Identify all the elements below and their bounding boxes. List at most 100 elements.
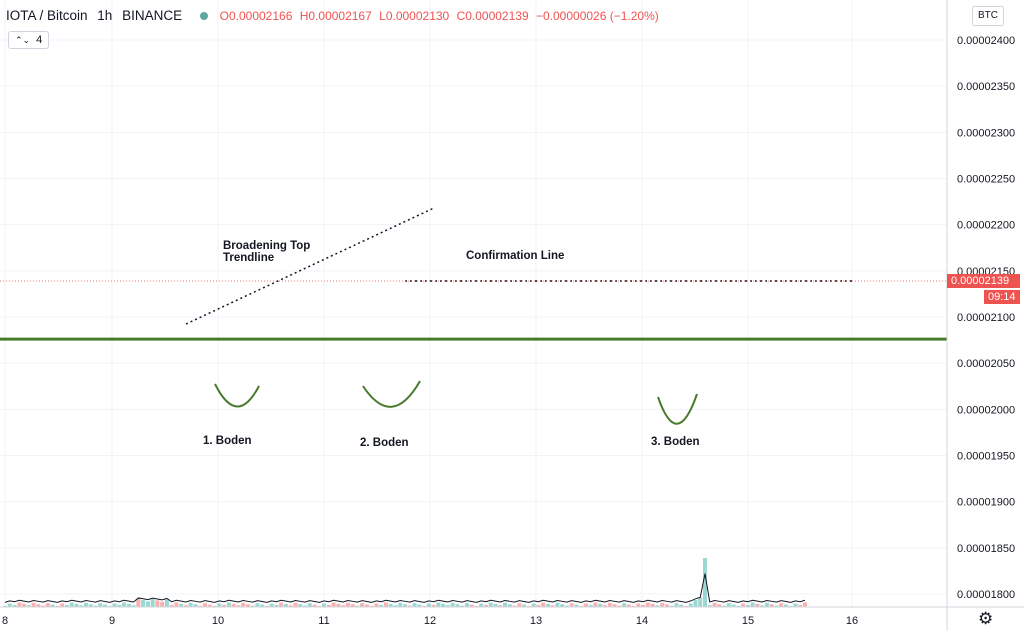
volume-bar (303, 605, 307, 607)
volume-bar (31, 602, 36, 607)
volume-bar (598, 603, 603, 607)
broadening-top-label: Broadening Top Trendline (223, 240, 311, 264)
boden-1-label: 1. Boden (203, 435, 252, 447)
volume-bar (583, 603, 588, 607)
x-tick-label: 11 (318, 615, 329, 627)
chevron-up-down-icon: ⌃⌄ (15, 35, 31, 45)
volume-bar (507, 604, 512, 607)
volume-bar (345, 602, 350, 607)
volume-bar (769, 604, 774, 607)
volume-bar (183, 605, 188, 607)
gear-icon[interactable]: ⚙ (978, 609, 994, 628)
volume-bar (750, 602, 755, 607)
volume-bar (793, 603, 798, 607)
volume-bar (264, 605, 269, 607)
volume-bar (36, 604, 41, 607)
volume-bar (693, 600, 698, 607)
volume-bar (660, 602, 665, 607)
volume-bar (136, 598, 141, 607)
volume-bar (569, 603, 574, 607)
volume-bar (712, 602, 717, 607)
volume-bar (722, 605, 727, 607)
symbol-title[interactable]: IOTA / Bitcoin (6, 8, 88, 23)
volume-bar (560, 604, 565, 607)
volume-average-line (4, 573, 806, 603)
volume-bar (607, 602, 612, 607)
exchange-label: BINANCE (122, 8, 183, 23)
volume-bar (564, 605, 569, 607)
volume-bar (88, 604, 93, 607)
volume-bar (217, 603, 222, 607)
volume-bar (636, 603, 641, 607)
volume-bar (626, 604, 631, 607)
volume-bar (298, 604, 303, 607)
volume-bar (55, 605, 60, 607)
volume-bar (579, 605, 584, 607)
volume-bar (731, 604, 736, 607)
volume-bar (245, 604, 250, 607)
volume-bar (160, 601, 165, 607)
volume-bar (445, 605, 450, 607)
volume-bar (203, 603, 207, 607)
volume-bar (288, 605, 293, 607)
volume-bar (69, 602, 74, 607)
volume-bar (188, 602, 193, 607)
volume-bar (545, 603, 550, 607)
y-tick-label: 0.00002200 (957, 220, 1015, 232)
ohlc-values: O0.00002166 H0.00002167 L0.00002130 C0.0… (220, 9, 659, 23)
volume-bar (474, 605, 479, 607)
x-tick-label: 8 (2, 615, 8, 627)
volume-bar (93, 605, 98, 607)
studies-toggle-button[interactable]: ⌃⌄ 4 (8, 31, 50, 49)
volume-histogram (3, 558, 807, 607)
volume-bar (526, 605, 531, 607)
volume-bar (341, 605, 346, 607)
volume-bar (403, 604, 407, 607)
boden-1-curve (214, 383, 260, 408)
volume-bar (774, 605, 779, 607)
volume-bar (531, 603, 536, 607)
high-value: H0.00002167 (299, 9, 372, 23)
volume-bar (283, 603, 288, 607)
volume-bar (164, 599, 169, 607)
volume-bar (331, 602, 336, 607)
currency-button[interactable]: BTC (972, 6, 1004, 26)
y-tick-label: 0.00001950 (957, 451, 1015, 463)
volume-bar (50, 604, 55, 607)
volume-bar (455, 604, 460, 607)
volume-bar (360, 603, 365, 607)
volume-bar (193, 604, 198, 607)
volume-bar (631, 605, 636, 607)
volume-bar (17, 602, 22, 607)
volume-bar (207, 604, 212, 607)
volume-bar (483, 604, 488, 607)
studies-count: 4 (36, 34, 43, 46)
volume-bar (441, 603, 446, 607)
volume-bar (450, 602, 455, 607)
volume-bar (703, 558, 707, 607)
y-tick-label: 0.00002400 (957, 35, 1015, 47)
volume-bar (74, 603, 79, 607)
y-tick-label: 0.00001800 (957, 589, 1015, 601)
volume-bar (645, 602, 650, 607)
volume-bar (198, 605, 203, 607)
volume-bar (250, 605, 255, 607)
volume-bar (117, 604, 122, 607)
volume-bar (26, 605, 31, 607)
volume-bar (688, 603, 693, 607)
boden-3-label: 3. Boden (651, 436, 700, 448)
volume-bar (588, 604, 593, 607)
volume-bar (231, 603, 236, 607)
volume-bar (145, 601, 150, 607)
volume-bar (279, 602, 284, 607)
volume-bar (488, 602, 493, 607)
volume-bar (798, 604, 803, 607)
volume-bar (803, 602, 807, 607)
volume-bar (517, 603, 522, 607)
x-tick-label: 9 (109, 615, 115, 627)
volume-bar (498, 605, 503, 607)
volume-bar (3, 605, 7, 607)
volume-bar (103, 604, 107, 607)
